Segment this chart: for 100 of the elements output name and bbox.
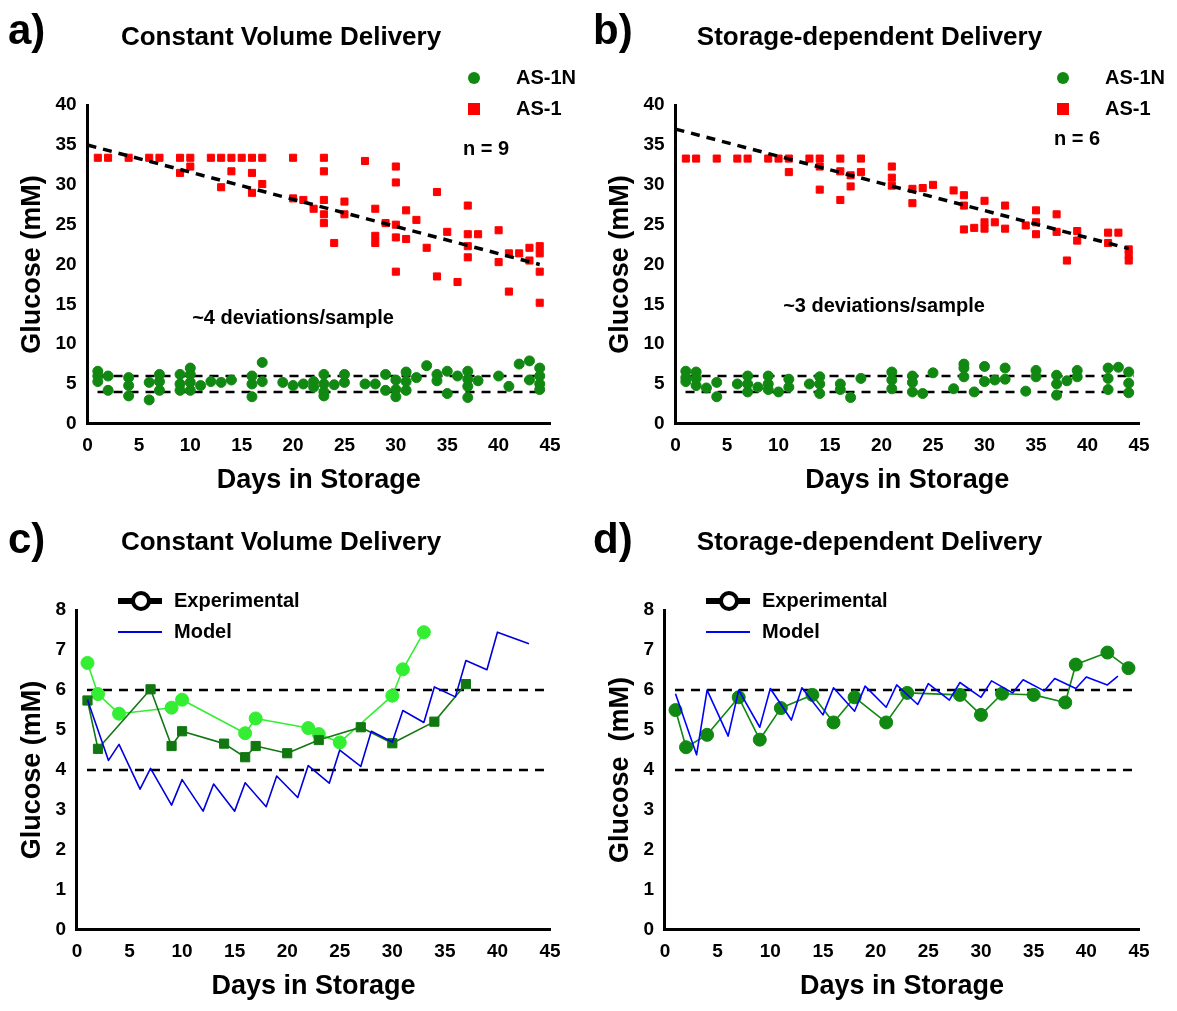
y-tick-label: 20 bbox=[55, 252, 77, 274]
x-tick-label: 15 bbox=[231, 434, 253, 456]
y-tick-label: 30 bbox=[643, 173, 665, 195]
y-tick-label: 20 bbox=[643, 252, 665, 274]
y-tick-label: 40 bbox=[55, 93, 77, 115]
x-axis-title: Days in Storage bbox=[211, 970, 416, 1001]
x-tick-label: 5 bbox=[712, 940, 724, 962]
y-tick-label: 35 bbox=[55, 133, 77, 155]
y-tick-label: 3 bbox=[643, 798, 654, 820]
y-tick-label: 0 bbox=[643, 918, 654, 940]
x-tick-label: 0 bbox=[670, 434, 681, 456]
x-tick-label: 40 bbox=[488, 434, 510, 456]
x-tick-label: 20 bbox=[870, 434, 893, 456]
x-axis-title: Days in Storage bbox=[805, 464, 1010, 495]
y-tick-label: 10 bbox=[643, 332, 665, 354]
x-tick-label: 45 bbox=[539, 940, 561, 962]
x-tick-label: 25 bbox=[333, 434, 356, 456]
y-tick-label: 6 bbox=[643, 678, 654, 700]
legend-label: AS-1N bbox=[1104, 66, 1165, 89]
y-axis-title: Glucose (mM) bbox=[15, 680, 46, 860]
annotation: n = 6 bbox=[1054, 127, 1101, 149]
y-tick-label: 15 bbox=[643, 292, 665, 314]
x-tick-label: 15 bbox=[812, 940, 834, 962]
x-tick-label: 35 bbox=[434, 940, 456, 962]
x-tick-label: 45 bbox=[1128, 434, 1150, 456]
y-tick-label: 10 bbox=[55, 332, 77, 354]
y-tick-label: 5 bbox=[55, 718, 67, 740]
chart-title: Constant Volume Delivery bbox=[120, 525, 442, 556]
x-tick-label: 5 bbox=[133, 434, 145, 456]
x-axis-title: Days in Storage bbox=[216, 464, 421, 495]
x-tick-label: 35 bbox=[436, 434, 459, 456]
legend-label: AS-1N bbox=[515, 66, 576, 89]
chart-title: Storage-dependent Delivery bbox=[696, 525, 1043, 556]
y-tick-label: 5 bbox=[653, 372, 665, 394]
legend-label: Experimental bbox=[174, 589, 300, 612]
x-tick-label: 25 bbox=[922, 434, 945, 456]
text: a) bbox=[8, 6, 46, 53]
y-tick-label: 15 bbox=[55, 292, 77, 314]
text: c) bbox=[8, 515, 46, 562]
y-tick-label: 40 bbox=[643, 93, 665, 115]
x-tick-label: 30 bbox=[973, 434, 996, 456]
x-tick-label: 30 bbox=[385, 434, 407, 456]
y-tick-label: 5 bbox=[65, 372, 77, 394]
x-tick-label: 10 bbox=[767, 434, 790, 456]
y-tick-label: 30 bbox=[55, 173, 77, 195]
y-tick-label: 7 bbox=[643, 638, 654, 660]
x-tick-label: 5 bbox=[124, 940, 136, 962]
chart-title: Storage-dependent Delivery bbox=[696, 20, 1043, 51]
legend-label: Model bbox=[174, 620, 232, 643]
x-tick-label: 20 bbox=[865, 940, 887, 962]
chart-title: Constant Volume Delivery bbox=[120, 20, 442, 51]
x-tick-label: 20 bbox=[276, 940, 298, 962]
y-tick-label: 0 bbox=[65, 412, 77, 434]
x-axis-title: Days in Storage bbox=[799, 970, 1005, 1001]
y-tick-label: 1 bbox=[643, 878, 655, 900]
y-tick-label: 6 bbox=[55, 678, 66, 700]
y-tick-label: 4 bbox=[55, 758, 67, 780]
x-tick-label: 40 bbox=[1076, 434, 1099, 456]
x-tick-label: 10 bbox=[179, 434, 201, 456]
x-tick-label: 10 bbox=[171, 940, 193, 962]
y-tick-label: 35 bbox=[643, 133, 665, 155]
annotation: n = 9 bbox=[463, 137, 510, 159]
x-tick-label: 40 bbox=[486, 940, 509, 962]
y-tick-label: 8 bbox=[55, 598, 66, 620]
x-tick-label: 0 bbox=[82, 434, 93, 456]
x-tick-label: 15 bbox=[224, 940, 246, 962]
y-tick-label: 0 bbox=[653, 412, 665, 434]
x-tick-label: 15 bbox=[819, 434, 842, 456]
x-tick-label: 5 bbox=[721, 434, 733, 456]
annotation: ~3 deviations/sample bbox=[783, 294, 985, 316]
x-tick-label: 10 bbox=[759, 940, 781, 962]
y-tick-label: 1 bbox=[55, 878, 67, 900]
x-tick-label: 45 bbox=[539, 434, 561, 456]
y-tick-label: 7 bbox=[55, 638, 66, 660]
legend-label: AS-1 bbox=[515, 97, 562, 120]
x-tick-label: 45 bbox=[1128, 940, 1150, 962]
y-axis-title: Glucose (mM) bbox=[15, 175, 46, 354]
legend-label: Experimental bbox=[762, 589, 888, 612]
y-tick-label: 25 bbox=[55, 212, 77, 234]
x-tick-label: 30 bbox=[970, 940, 992, 962]
y-tick-label: 2 bbox=[643, 838, 654, 860]
x-tick-label: 35 bbox=[1023, 940, 1045, 962]
y-tick-label: 2 bbox=[55, 838, 66, 860]
y-tick-label: 5 bbox=[643, 718, 655, 740]
x-tick-label: 40 bbox=[1075, 940, 1097, 962]
legend-label: Model bbox=[762, 620, 820, 643]
y-tick-label: 3 bbox=[55, 798, 66, 820]
y-tick-label: 0 bbox=[55, 918, 66, 940]
y-axis-title: Glucose (mM) bbox=[603, 676, 634, 864]
annotation: ~4 deviations/sample bbox=[192, 306, 394, 328]
x-tick-label: 25 bbox=[329, 940, 351, 962]
y-tick-label: 4 bbox=[643, 758, 655, 780]
x-tick-label: 25 bbox=[917, 940, 940, 962]
x-tick-label: 20 bbox=[282, 434, 304, 456]
legend-label: AS-1 bbox=[1104, 97, 1151, 120]
text: b) bbox=[593, 6, 633, 53]
y-axis-title: Glucose (mM) bbox=[603, 175, 634, 354]
y-tick-label: 8 bbox=[643, 598, 654, 620]
y-tick-label: 25 bbox=[643, 212, 665, 234]
x-tick-label: 30 bbox=[381, 940, 403, 962]
